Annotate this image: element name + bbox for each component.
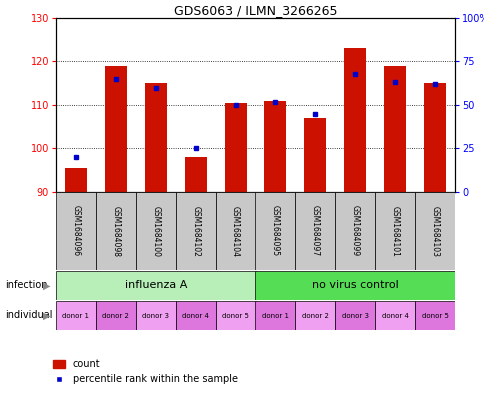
Bar (255, 271, 454, 300)
Bar (264, 101, 286, 192)
Bar (295, 301, 334, 330)
Bar (105, 66, 126, 192)
Text: GSM1684103: GSM1684103 (430, 206, 439, 257)
Text: GSM1684096: GSM1684096 (71, 206, 80, 257)
Text: GSM1684100: GSM1684100 (151, 206, 160, 257)
Text: GSM1684098: GSM1684098 (111, 206, 120, 257)
Bar (255, 192, 295, 270)
Bar (136, 192, 175, 270)
Text: individual: individual (5, 310, 52, 321)
Bar (383, 66, 405, 192)
Text: GSM1684095: GSM1684095 (271, 206, 279, 257)
Text: influenza A: influenza A (124, 281, 186, 290)
Bar (375, 192, 414, 270)
Text: donor 5: donor 5 (222, 312, 248, 318)
Bar (56, 271, 255, 300)
Bar (334, 301, 375, 330)
Bar (65, 168, 87, 192)
Bar (175, 301, 215, 330)
Text: donor 3: donor 3 (341, 312, 368, 318)
Text: GSM1684099: GSM1684099 (350, 206, 359, 257)
Text: donor 5: donor 5 (421, 312, 448, 318)
Bar (375, 301, 414, 330)
Bar (295, 192, 334, 270)
Text: donor 1: donor 1 (261, 312, 288, 318)
Bar (414, 301, 454, 330)
Title: GDS6063 / ILMN_3266265: GDS6063 / ILMN_3266265 (173, 4, 336, 17)
Text: infection: infection (5, 281, 47, 290)
Legend: count, percentile rank within the sample: count, percentile rank within the sample (53, 359, 237, 384)
Bar (215, 301, 255, 330)
Text: GSM1684102: GSM1684102 (191, 206, 200, 257)
Bar (215, 192, 255, 270)
Bar (96, 192, 136, 270)
Text: donor 1: donor 1 (62, 312, 89, 318)
Bar (423, 83, 445, 192)
Bar (344, 48, 365, 192)
Text: donor 4: donor 4 (381, 312, 408, 318)
Bar (224, 103, 246, 192)
Text: ▶: ▶ (43, 281, 50, 290)
Bar (184, 157, 206, 192)
Bar (96, 301, 136, 330)
Text: donor 4: donor 4 (182, 312, 209, 318)
Bar (255, 301, 295, 330)
Text: GSM1684097: GSM1684097 (310, 206, 319, 257)
Text: GSM1684104: GSM1684104 (230, 206, 240, 257)
Bar (56, 301, 96, 330)
Text: ▶: ▶ (43, 310, 50, 321)
Bar (145, 83, 166, 192)
Text: no virus control: no virus control (311, 281, 398, 290)
Bar (136, 301, 175, 330)
Text: donor 2: donor 2 (102, 312, 129, 318)
Bar (414, 192, 454, 270)
Bar (334, 192, 375, 270)
Bar (175, 192, 215, 270)
Text: donor 2: donor 2 (301, 312, 328, 318)
Text: donor 3: donor 3 (142, 312, 169, 318)
Bar (56, 192, 96, 270)
Text: GSM1684101: GSM1684101 (390, 206, 399, 257)
Bar (304, 118, 326, 192)
